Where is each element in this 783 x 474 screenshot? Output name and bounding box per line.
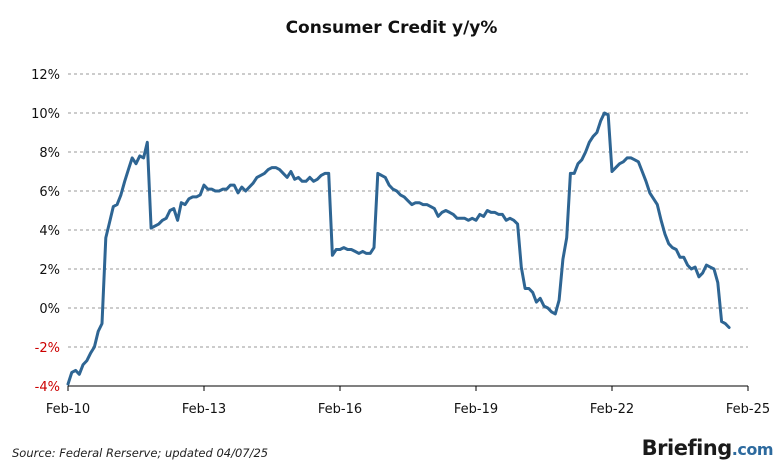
y-tick-label: -2% (35, 341, 60, 356)
brand-suffix: .com (731, 440, 774, 459)
y-tick-label: 8% (39, 146, 60, 161)
x-tick-label: Feb-19 (454, 402, 498, 417)
x-tick-label: Feb-22 (590, 402, 634, 417)
x-tick-label: Feb-25 (726, 402, 770, 417)
y-tick-label: 6% (39, 185, 60, 200)
y-tick-label: 12% (31, 68, 60, 83)
series-line (66, 111, 731, 386)
x-tick-label: Feb-10 (46, 402, 90, 417)
brand-name: Briefing (641, 436, 733, 460)
source-note: Source: Federal Rerserve; updated 04/07/… (12, 446, 269, 460)
gridlines (68, 73, 748, 348)
y-tick-label: 0% (39, 302, 60, 317)
y-axis-ticks: -4% -2% 0% 2% 4% 6% 8% 10% 12% (31, 68, 60, 395)
x-axis-ticks: Feb-10 Feb-13 Feb-16 Feb-19 Feb-22 Feb-25 (46, 386, 770, 417)
x-tick-label: Feb-13 (182, 402, 226, 417)
series-layer (66, 111, 731, 386)
briefing-logo[interactable]: Briefing.com (641, 436, 774, 460)
y-tick-label: 2% (39, 263, 60, 278)
y-tick-label: 4% (39, 224, 60, 239)
y-tick-label: 10% (31, 107, 60, 122)
x-tick-label: Feb-16 (318, 402, 362, 417)
y-tick-label: -4% (35, 380, 60, 395)
chart-title: Consumer Credit y/y% (285, 18, 498, 38)
